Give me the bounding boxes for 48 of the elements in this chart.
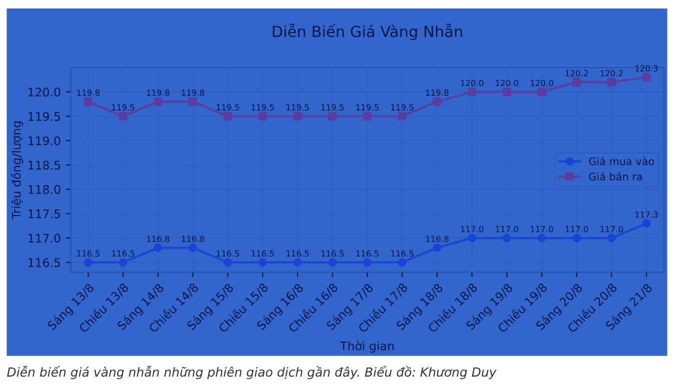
data-label: 117.3	[635, 211, 658, 218]
legend-label: Giá mua vào	[589, 156, 654, 166]
data-label: 119.8	[182, 90, 204, 96]
chart-title: Diễn Biến Giá Vàng Nhẫn	[272, 24, 462, 40]
data-label: 116.5	[77, 250, 100, 257]
data-label: 116.8	[182, 236, 204, 242]
data-label: 119.5	[216, 104, 239, 110]
data-label: 119.5	[391, 104, 414, 110]
data-label: 116.8	[426, 236, 448, 242]
legend-label: Giá bán ra	[589, 172, 642, 181]
data-label: 120.3	[635, 65, 658, 72]
data-label: 120.2	[600, 70, 623, 76]
data-label: 119.8	[146, 90, 170, 96]
data-label: 119.5	[112, 104, 134, 110]
data-label: 117.0	[496, 226, 518, 232]
data-label: 119.5	[252, 104, 274, 110]
y-tick-label: 116.5	[28, 258, 60, 268]
data-label: 116.5	[286, 250, 309, 257]
y-tick-label: 120.0	[28, 88, 60, 97]
y-tick-label: 117.5	[28, 210, 60, 218]
data-label: 116.5	[252, 250, 274, 257]
data-label: 119.8	[77, 90, 100, 96]
data-label: 119.5	[321, 104, 344, 110]
data-label: 120.0	[460, 80, 484, 86]
y-tick-label: 118.5	[28, 160, 60, 170]
data-label: 117.0	[530, 226, 554, 232]
data-label: 116.8	[146, 236, 170, 242]
y-axis-title: Triệu đồng/lượng	[10, 122, 24, 220]
data-label: 119.8	[426, 90, 448, 96]
data-label: 116.5	[356, 250, 379, 257]
data-label: 116.5	[112, 250, 134, 257]
y-tick-label: 119.5	[28, 112, 60, 121]
data-label: 117.0	[600, 226, 623, 232]
data-label: 116.5	[391, 250, 414, 257]
data-label: 117.0	[566, 226, 588, 232]
data-label: 119.5	[356, 104, 379, 110]
data-label: 117.0	[460, 226, 484, 232]
x-axis-title: Thời gian	[340, 340, 394, 353]
data-label: 120.0	[530, 80, 554, 86]
data-label: 120.2	[566, 70, 588, 76]
data-label: 116.5	[216, 250, 239, 257]
y-tick-label: 117.0	[28, 234, 60, 243]
text: Diễn biến giá vàng nhẫn những phiên giao dịch gần đây. Biểu đồ: Khương Duy	[7, 366, 497, 380]
data-label: 120.0	[496, 80, 518, 86]
y-tick-label: 118.0	[28, 185, 60, 194]
data-label: 119.5	[286, 104, 309, 110]
data-label: 116.5	[321, 250, 344, 257]
y-tick-label: 119.0	[28, 136, 60, 146]
